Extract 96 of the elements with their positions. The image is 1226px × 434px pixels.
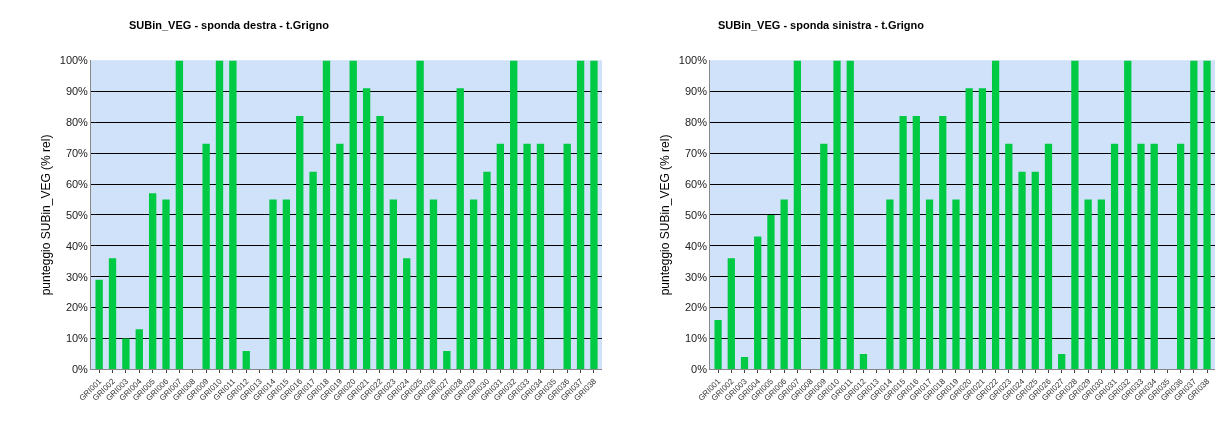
bar xyxy=(483,171,491,370)
bar xyxy=(754,236,762,370)
bar xyxy=(727,258,735,370)
bar xyxy=(1190,60,1198,370)
y-tick-label: 80% xyxy=(684,116,708,129)
y-tick-label: 80% xyxy=(65,116,89,129)
bar xyxy=(469,199,478,370)
bar xyxy=(229,60,237,370)
bar xyxy=(1176,143,1185,370)
y-tick-label: 50% xyxy=(65,208,89,221)
y-tick-label: 10% xyxy=(684,332,708,345)
y-tick-label: 60% xyxy=(65,177,89,190)
bar xyxy=(780,199,788,370)
bar xyxy=(767,214,775,370)
bar xyxy=(429,199,438,370)
y-tick-label: 0% xyxy=(72,363,89,376)
y-tick-label: 30% xyxy=(65,270,89,283)
bar xyxy=(899,116,907,370)
bar xyxy=(349,60,357,370)
bar xyxy=(1137,143,1145,370)
bar xyxy=(1044,143,1053,370)
bar xyxy=(242,350,250,370)
bar xyxy=(95,279,103,370)
bar xyxy=(496,143,505,370)
bar xyxy=(1150,143,1158,370)
bar xyxy=(202,143,210,370)
y-axis-title: punteggio SUBin_VEG (% rel) xyxy=(39,134,54,296)
bar xyxy=(322,60,331,370)
bar xyxy=(148,193,157,370)
y-tick-label: 90% xyxy=(684,85,708,98)
bar xyxy=(859,353,868,370)
bar xyxy=(269,199,277,370)
bar xyxy=(576,60,585,370)
bar xyxy=(1005,143,1013,370)
y-tick-label: 40% xyxy=(684,239,708,252)
bar xyxy=(523,143,531,370)
bar xyxy=(939,116,947,370)
bar xyxy=(376,116,384,370)
y-tick-label: 100% xyxy=(678,54,708,67)
bar xyxy=(403,258,411,370)
bar xyxy=(846,60,854,370)
bar xyxy=(563,143,571,370)
bar xyxy=(215,60,224,370)
bar xyxy=(965,88,973,370)
bar xyxy=(912,116,920,370)
y-tick-label: 20% xyxy=(65,301,89,314)
bar xyxy=(1031,171,1039,370)
bar xyxy=(135,329,143,370)
y-tick-label: 20% xyxy=(684,301,708,314)
bar xyxy=(362,88,371,370)
bar xyxy=(833,60,841,370)
bar xyxy=(282,199,291,370)
bar xyxy=(536,143,545,370)
bar xyxy=(1124,60,1132,370)
bar xyxy=(740,357,749,370)
bar xyxy=(952,199,960,370)
bar xyxy=(1071,60,1079,370)
bar xyxy=(590,60,598,370)
chart-title: SUBin_VEG - sponda destra - t.Grigno xyxy=(129,19,330,31)
y-tick-label: 60% xyxy=(684,177,708,190)
y-tick-label: 100% xyxy=(59,54,89,67)
bar xyxy=(1203,60,1211,370)
bar xyxy=(978,88,987,370)
bar xyxy=(122,338,130,370)
bar xyxy=(925,199,934,370)
bar xyxy=(456,88,464,370)
chart-title: SUBin_VEG - sponda sinistra - t.Grigno xyxy=(718,19,925,31)
bar xyxy=(108,258,117,370)
y-tick-label: 90% xyxy=(65,85,89,98)
y-tick-label: 70% xyxy=(684,146,708,159)
y-tick-label: 50% xyxy=(684,208,708,221)
y-tick-label: 10% xyxy=(65,332,89,345)
bar xyxy=(1058,353,1066,370)
y-tick-label: 0% xyxy=(691,363,708,376)
y-axis-title: punteggio SUBin_VEG (% rel) xyxy=(658,134,673,296)
bar xyxy=(510,60,518,370)
bar xyxy=(336,143,344,370)
bar xyxy=(714,320,722,370)
bar xyxy=(1084,199,1092,370)
bar xyxy=(416,60,424,370)
y-tick-label: 30% xyxy=(684,270,708,283)
bar xyxy=(389,199,398,370)
bar xyxy=(309,171,317,370)
bar xyxy=(793,60,802,370)
bar xyxy=(1097,199,1105,370)
bar xyxy=(1110,143,1119,370)
y-tick-label: 70% xyxy=(65,146,89,159)
bar xyxy=(296,116,304,370)
y-tick-label: 40% xyxy=(65,239,89,252)
bar xyxy=(1018,171,1026,370)
bar xyxy=(162,199,170,370)
bar xyxy=(886,199,894,370)
bar xyxy=(175,60,184,370)
bar xyxy=(820,143,828,370)
bar xyxy=(991,60,1000,370)
bar xyxy=(443,350,451,370)
